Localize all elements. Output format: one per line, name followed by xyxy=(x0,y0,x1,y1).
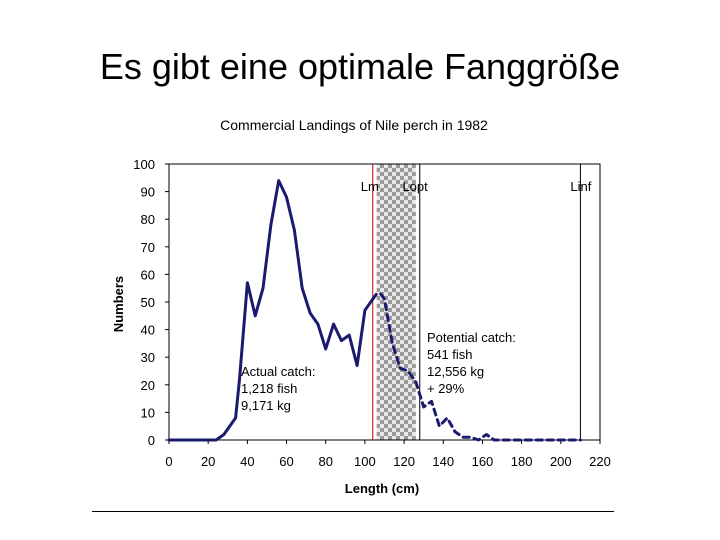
x-tick-label: 200 xyxy=(550,454,572,469)
y-tick-label: 80 xyxy=(141,212,155,227)
optimal-band xyxy=(376,164,416,440)
x-tick-label: 180 xyxy=(511,454,533,469)
potential-catch-annotation: + 29% xyxy=(427,381,465,396)
y-tick-label: 30 xyxy=(141,350,155,365)
x-axis-label: Length (cm) xyxy=(345,481,419,496)
y-tick-label: 90 xyxy=(141,185,155,200)
potential-catch-annotation: 541 fish xyxy=(427,347,473,362)
x-tick-label: 220 xyxy=(589,454,611,469)
y-tick-label: 10 xyxy=(141,405,155,420)
series-line-actual-catch xyxy=(167,179,375,442)
y-tick-label: 0 xyxy=(148,433,155,448)
x-tick-label: 0 xyxy=(165,454,172,469)
actual-catch-annotation: Actual catch: xyxy=(241,364,315,379)
x-tick-label: 40 xyxy=(240,454,254,469)
x-tick-label: 140 xyxy=(432,454,454,469)
y-tick-label: 50 xyxy=(141,295,155,310)
x-tick-label: 20 xyxy=(201,454,215,469)
x-tick-label: 60 xyxy=(279,454,293,469)
y-tick-label: 100 xyxy=(133,157,155,172)
reference-label-linf: Linf xyxy=(570,179,591,194)
reference-label-lopt: Lopt xyxy=(402,179,428,194)
y-tick-label: 40 xyxy=(141,323,155,338)
y-tick-label: 20 xyxy=(141,378,155,393)
x-tick-label: 80 xyxy=(318,454,332,469)
chart-title: Commercial Landings of Nile perch in 198… xyxy=(220,117,488,133)
y-tick-label: 60 xyxy=(141,267,155,282)
y-tick-label: 70 xyxy=(141,240,155,255)
series-line-potential-catch xyxy=(371,292,582,442)
x-tick-label: 100 xyxy=(354,454,376,469)
potential-catch-annotation: 12,556 kg xyxy=(427,364,484,379)
x-tick-label: 160 xyxy=(472,454,494,469)
slide-title: Es gibt eine optimale Fanggröße xyxy=(99,46,621,87)
bottom-divider xyxy=(92,511,614,512)
actual-catch-annotation: 9,171 kg xyxy=(241,398,291,413)
reference-label-lm: Lm xyxy=(361,179,379,194)
actual-catch-annotation: 1,218 fish xyxy=(241,381,297,396)
potential-catch-annotation: Potential catch: xyxy=(427,330,516,345)
y-axis-label: Numbers xyxy=(111,276,126,332)
x-tick-label: 120 xyxy=(393,454,415,469)
